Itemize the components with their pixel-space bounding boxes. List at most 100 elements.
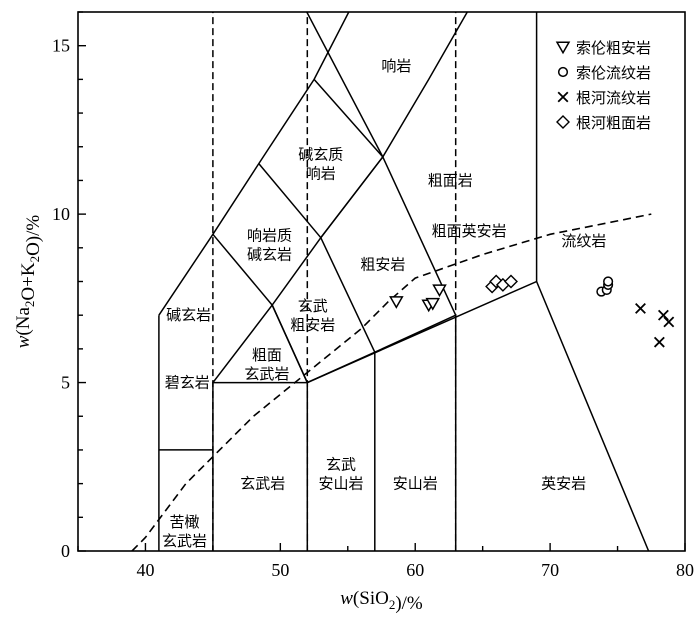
series-2 (596, 276, 614, 297)
y-axis-title: w(Na2O+K2O)/% (13, 215, 44, 349)
y-tick-label: 0 (61, 541, 70, 561)
legend-label: 根河流纹岩 (576, 89, 651, 107)
legend-marker (557, 66, 569, 78)
field-label-line: 粗安岩 (290, 316, 335, 334)
x-tick-label: 50 (271, 560, 289, 580)
legend-item: 索伦流纹岩 (557, 64, 651, 82)
field-label: 碧玄岩 (165, 374, 210, 392)
legend-label: 根河粗面岩 (576, 114, 651, 132)
axis-title-part: 2 (27, 256, 42, 263)
field-label: 安山岩 (393, 475, 438, 493)
field-label-line: 玄武 (298, 297, 328, 315)
x-tick-label: 60 (406, 560, 424, 580)
field-label-line: 英安岩 (541, 475, 586, 493)
field-label-line: 碧玄岩 (165, 374, 210, 392)
data-point (663, 316, 675, 328)
field-label-line: 玄武岩 (240, 475, 285, 493)
field-boundary-6 (258, 163, 322, 239)
data-points (389, 274, 675, 348)
field-label-line: 粗面英安岩 (432, 222, 507, 240)
axis-title-part: w (13, 335, 34, 348)
data-point (504, 274, 518, 289)
axis-title-part: SiO (359, 588, 389, 609)
field-boundary-13 (305, 12, 384, 158)
field-label: 玄武岩 (240, 475, 285, 493)
series-4 (485, 274, 518, 294)
x-tick-label: 40 (136, 560, 154, 580)
x-axis-title: w(SiO2)/% (340, 588, 423, 614)
data-point (653, 336, 665, 348)
field-label-line: 安山岩 (393, 475, 438, 493)
y-tick-label: 5 (61, 373, 70, 393)
axis-title-part: ( (353, 588, 359, 609)
axis-title-part: Na (13, 307, 34, 330)
series-3 (635, 303, 675, 348)
legend-label: 索伦粗安岩 (576, 39, 651, 57)
classification-field-lines (131, 12, 652, 551)
field-label: 碱玄质响岩 (298, 146, 343, 183)
field-boundary-7 (212, 233, 273, 306)
field-label-line: 碱玄岩 (166, 306, 211, 324)
field-label: 响岩 (381, 57, 411, 75)
axis-title-part: ( (13, 329, 34, 335)
field-label-line: 响岩 (381, 57, 411, 75)
field-label: 粗面玄武岩 (244, 346, 289, 383)
legend-marker (555, 41, 571, 55)
field-label-line: 安山岩 (319, 475, 364, 493)
field-label: 响岩质碱玄岩 (247, 226, 292, 263)
field-label: 苦橄玄武岩 (162, 513, 207, 550)
y-tick-label: 15 (52, 36, 70, 56)
field-label: 流纹岩 (561, 232, 606, 250)
field-label: 粗面英安岩 (432, 222, 507, 240)
field-label-line: 玄武岩 (244, 365, 289, 383)
field-label: 玄武安山岩 (319, 456, 364, 493)
axis-title-part: O+K (18, 262, 39, 300)
y-tick-label: 10 (52, 204, 70, 224)
field-label-line: 流纹岩 (561, 232, 606, 250)
x-tick-label: 70 (541, 560, 559, 580)
field-boundary-5 (212, 12, 469, 384)
axis-title-part: )/% (23, 215, 44, 243)
field-label-line: 响岩 (306, 165, 336, 183)
field-label-line: 玄武 (326, 456, 356, 474)
axis-title-part: 2 (389, 597, 396, 612)
legend-item: 根河流纹岩 (557, 89, 651, 107)
field-label-line: 响岩质 (247, 226, 292, 244)
field-label-line: 粗面 (252, 346, 282, 364)
data-point (603, 276, 614, 287)
field-label-line: 粗安岩 (360, 256, 405, 274)
legend-marker (557, 91, 569, 103)
data-point (432, 284, 447, 298)
field-label-line: 碱玄岩 (247, 245, 292, 263)
field-label: 粗面岩 (428, 171, 473, 189)
alkaline-subalkaline-curve (131, 213, 652, 551)
field-label: 玄武粗安岩 (290, 297, 335, 334)
field-label-line: 玄武岩 (162, 532, 207, 550)
field-label: 碱玄岩 (166, 306, 211, 324)
field-label-line: 碱玄质 (298, 146, 343, 164)
legend-marker (556, 115, 570, 129)
axis-title-part: 2 (22, 301, 37, 308)
legend-item: 根河粗面岩 (556, 114, 651, 132)
field-boundary-14 (271, 304, 457, 384)
data-point (425, 297, 441, 311)
axis-title-part: O (23, 242, 44, 256)
field-label-line: 苦橄 (170, 513, 200, 531)
field-label: 粗安岩 (360, 256, 405, 274)
field-boundary-17 (535, 281, 650, 551)
axis-title-part: w (340, 588, 353, 609)
data-point (635, 303, 646, 314)
axis-title-part: )/% (395, 593, 423, 614)
legend-item: 索伦粗安岩 (555, 39, 651, 57)
field-boundary-15 (320, 237, 376, 353)
series-1 (389, 284, 447, 313)
field-label-line: 粗面岩 (428, 171, 473, 189)
data-point (389, 296, 404, 309)
data-point (657, 309, 669, 321)
field-label: 英安岩 (541, 475, 586, 493)
